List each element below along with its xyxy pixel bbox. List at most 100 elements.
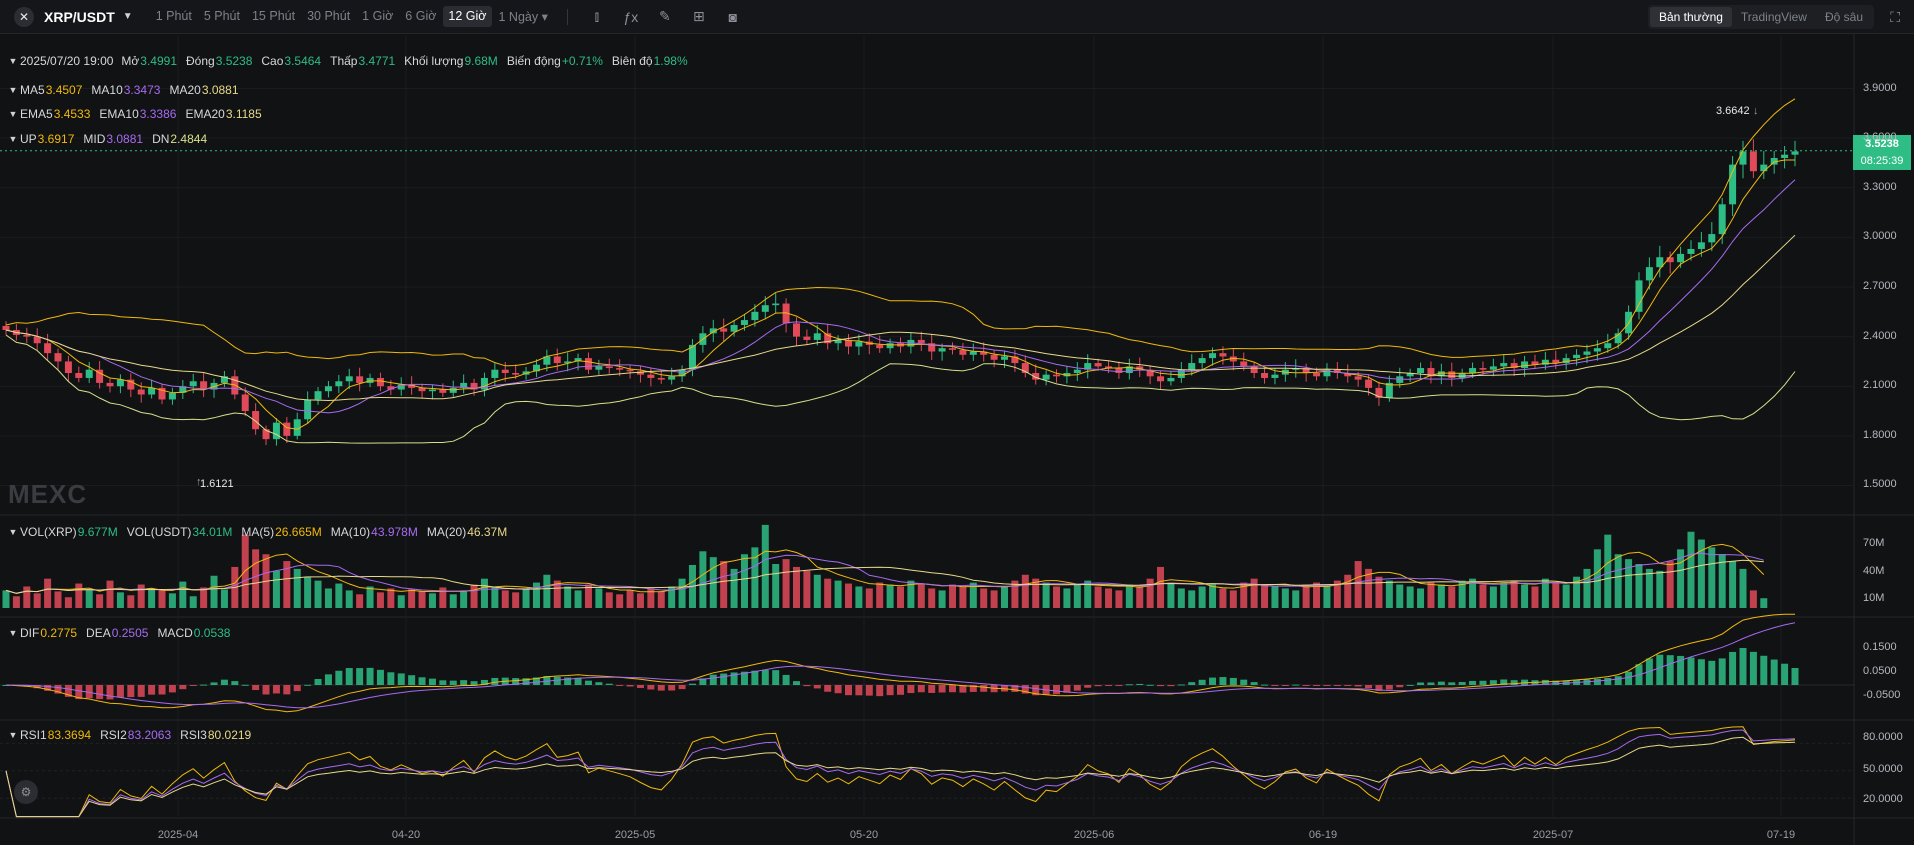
dea-line xyxy=(5,622,1796,709)
collapse-caret-icon[interactable]: ▼ xyxy=(8,85,18,95)
collapse-caret-icon[interactable]: ▼ xyxy=(8,109,18,119)
interval-tab[interactable]: 1 Ngày ▾ xyxy=(498,10,548,24)
volume-bar xyxy=(803,570,811,608)
collapse-caret-icon[interactable]: ▼ xyxy=(8,730,18,740)
interval-tab[interactable]: 30 Phút xyxy=(307,9,351,23)
draw-icon[interactable]: ✎ xyxy=(658,8,671,24)
volume-bar xyxy=(106,580,114,608)
volume-bar xyxy=(1292,590,1300,608)
macd-histogram-bar xyxy=(1084,685,1092,688)
dea-label: DEA xyxy=(86,626,111,640)
candle-body xyxy=(1271,374,1279,378)
view-tab[interactable]: Độ sâu xyxy=(1824,10,1863,24)
candle-body xyxy=(1042,374,1050,380)
indicator-icon[interactable]: ƒx xyxy=(623,8,639,25)
macd-histogram-bar xyxy=(907,685,915,694)
rsi3-value: 80.0219 xyxy=(207,728,252,742)
view-tab[interactable]: Bản thường xyxy=(1649,7,1732,27)
macd-histogram-bar xyxy=(876,685,884,697)
volume-bar xyxy=(96,594,104,608)
macd-histogram-bar xyxy=(678,685,686,690)
symbol-selector[interactable]: XRP/USDT xyxy=(44,8,115,25)
interval-tabs: 1 Phút 5 Phút 15 Phút 30 Phút 1 Giờ 6 Giờ 12 G… xyxy=(151,6,553,27)
chart-canvas[interactable] xyxy=(0,34,1914,845)
macd-histogram-bar xyxy=(1448,682,1456,685)
volume-bar xyxy=(470,584,478,608)
macd-histogram-bar xyxy=(1157,685,1165,687)
volume-bar xyxy=(116,592,124,608)
volume-bar xyxy=(990,590,998,608)
candle-body xyxy=(418,387,426,392)
camera-icon[interactable]: ◙ xyxy=(728,8,738,25)
volume-bar xyxy=(1521,584,1529,608)
macd-histogram-bar xyxy=(803,685,811,687)
vol-tick-label: 70M xyxy=(1863,537,1885,549)
macd-histogram-bar xyxy=(480,679,488,685)
volume-bar xyxy=(543,574,551,608)
volume-bar xyxy=(1427,582,1435,608)
chevron-down-icon[interactable]: ▼ xyxy=(122,11,133,22)
last-price-badge: 3.5238 xyxy=(1853,135,1911,153)
ohlc-legend: ▼ 2025/07/20 19:00 Mở 3.4991 Đóng 3.5238 C… xyxy=(6,54,697,68)
candle-body xyxy=(1032,373,1040,380)
candle-body xyxy=(938,348,946,352)
candle-body xyxy=(876,344,884,349)
interval-tab[interactable]: 12 Giờ xyxy=(443,6,492,27)
vol-ma10-line xyxy=(5,552,1764,594)
candle-body xyxy=(1687,248,1695,254)
volume-bar xyxy=(1084,580,1092,608)
volume-bar xyxy=(1219,588,1227,608)
volume-bar xyxy=(1666,561,1674,608)
view-tab[interactable]: TradingView xyxy=(1740,10,1807,24)
collapse-caret-icon[interactable]: ▼ xyxy=(8,527,18,537)
volume-bar xyxy=(761,524,769,608)
macd-histogram-bar xyxy=(751,670,759,685)
candle-body xyxy=(1583,351,1591,355)
volume-bar xyxy=(283,561,291,608)
volume-bar xyxy=(1625,559,1633,608)
candle-body xyxy=(969,351,977,355)
macd-histogram-bar xyxy=(1365,685,1373,689)
volume-bar xyxy=(387,588,395,608)
macd-histogram-bar xyxy=(335,670,343,685)
interval-tab[interactable]: 1 Giờ xyxy=(362,9,394,23)
ma20-value: 3.0881 xyxy=(201,83,239,97)
volume-bar xyxy=(1531,586,1539,608)
volume-bar xyxy=(1146,578,1154,608)
candle-type-icon[interactable]: ⫾ xyxy=(594,8,600,24)
collapse-caret-icon[interactable]: ▼ xyxy=(8,56,18,66)
layout-icon[interactable]: ⊞ xyxy=(692,8,705,24)
countdown-badge: 08:25:39 xyxy=(1853,153,1911,170)
volume-bar xyxy=(64,597,72,608)
fullscreen-icon[interactable]: ⛶ xyxy=(1890,9,1900,25)
macd-histogram-bar xyxy=(1177,684,1185,686)
interval-tab[interactable]: 15 Phút xyxy=(251,9,296,23)
volume-bar xyxy=(1125,584,1133,608)
interval-tab[interactable]: 6 Giờ xyxy=(405,9,437,23)
macd-histogram-bar xyxy=(1614,676,1622,685)
volume-bar xyxy=(2,590,10,608)
macd-histogram-bar xyxy=(1136,683,1144,685)
macd-histogram-bar xyxy=(813,685,821,689)
candle-body xyxy=(730,325,738,332)
settings-icon[interactable]: ⚙ xyxy=(14,780,38,804)
candle-body xyxy=(168,392,176,400)
rsi2-value: 83.2063 xyxy=(127,728,172,742)
macd-histogram-bar xyxy=(1209,677,1217,685)
candle-body xyxy=(1229,356,1237,362)
close-value: 3.5238 xyxy=(215,54,253,68)
interval-tab[interactable]: 5 Phút xyxy=(203,9,240,23)
candle-body xyxy=(917,339,925,344)
candle-body xyxy=(1708,234,1716,243)
collapse-caret-icon[interactable]: ▼ xyxy=(8,628,18,638)
macd-histogram-bar xyxy=(844,685,852,696)
candle-body xyxy=(1781,154,1789,158)
macd-histogram-bar xyxy=(834,685,842,694)
macd-histogram-bar xyxy=(1167,685,1175,687)
candle-body xyxy=(179,386,187,393)
collapse-caret-icon[interactable]: ▼ xyxy=(8,134,18,144)
volume-bar xyxy=(564,586,572,608)
candle-body xyxy=(751,311,759,321)
interval-tab[interactable]: 1 Phút xyxy=(155,9,192,23)
volume-bar xyxy=(449,594,457,608)
